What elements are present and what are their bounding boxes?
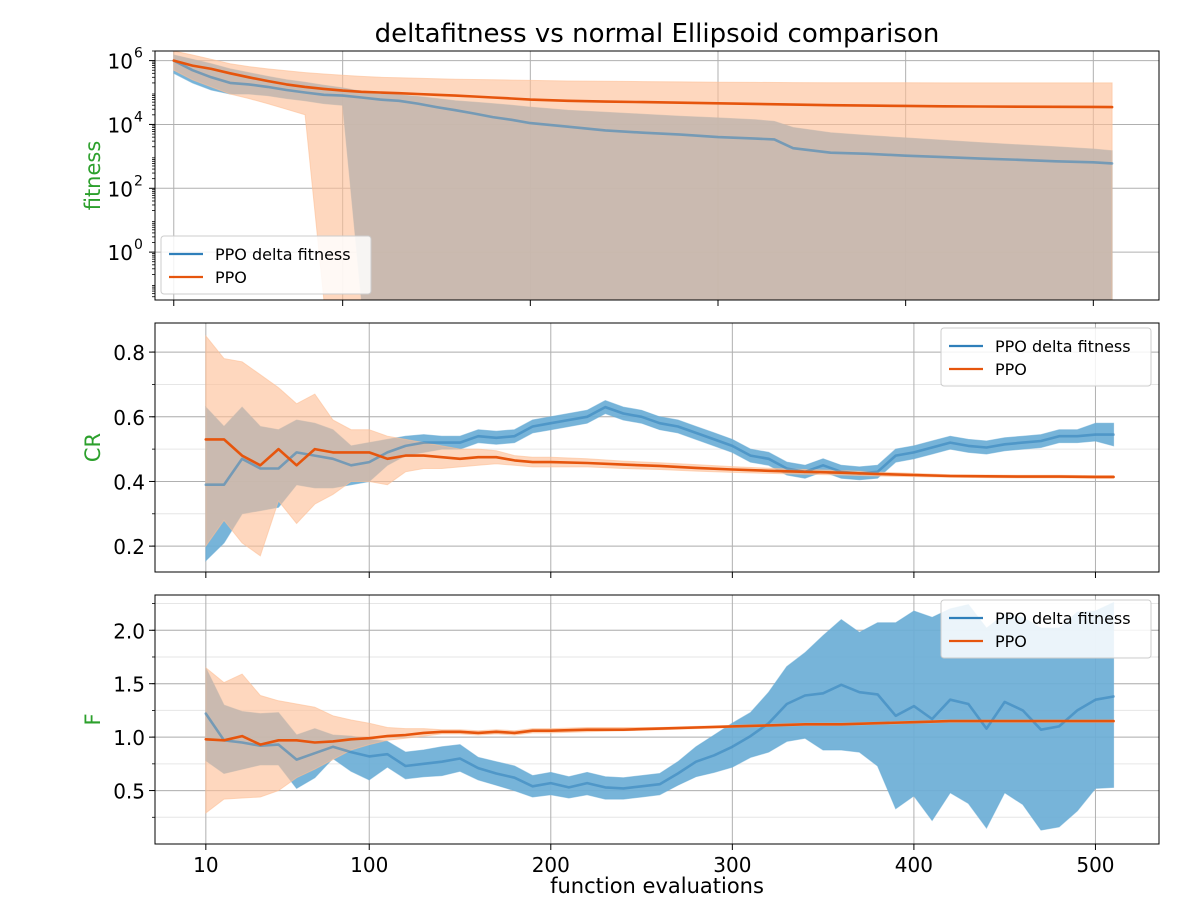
x-tick-label: 100 xyxy=(350,853,388,877)
y-ticks: 0.5 1.0 1.5 2.0 xyxy=(113,603,155,818)
y-tick-label: 10 xyxy=(108,50,133,74)
band-ppo xyxy=(173,51,1113,300)
legend-box xyxy=(160,235,372,295)
y-tick-exponent: 6 xyxy=(134,46,143,62)
plot-area xyxy=(204,334,1115,562)
legend-label: PPO delta fitness xyxy=(215,245,351,264)
x-tick-label: 300 xyxy=(713,853,751,877)
y-tick-label: 0.5 xyxy=(113,780,145,804)
band-ppo-delta-fitness xyxy=(205,400,1115,562)
legend: PPO delta fitness PPO xyxy=(940,599,1152,659)
y-axis-label: F xyxy=(81,713,105,725)
legend-box xyxy=(940,327,1152,387)
legend-label: PPO xyxy=(995,360,1027,379)
y-tick-label: 2.0 xyxy=(113,619,145,643)
axes-frame xyxy=(154,50,1160,301)
x-tick-label: 500 xyxy=(1076,853,1114,877)
series-line-ppo-delta-fitness xyxy=(172,59,1114,165)
legend-label: PPO delta fitness xyxy=(995,609,1131,628)
y-tick-label: 10 xyxy=(108,241,133,265)
x-tick-label: 200 xyxy=(532,853,570,877)
series-line-ppo xyxy=(204,719,1115,746)
axes-frame xyxy=(154,594,1160,845)
y-tick-label: 0.6 xyxy=(113,406,145,430)
figure-title: deltafitness vs normal Ellipsoid compari… xyxy=(375,19,940,49)
y-tick-label: 10 xyxy=(108,177,133,201)
legend: PPO delta fitness PPO xyxy=(940,327,1152,387)
legend-label: PPO delta fitness xyxy=(995,337,1131,356)
y-tick-label: 1.5 xyxy=(113,673,145,697)
series-line-ppo-delta-fitness xyxy=(204,683,1115,790)
series-line-ppo xyxy=(172,59,1114,109)
y-tick-exponent: 4 xyxy=(134,109,143,125)
plot-area xyxy=(172,51,1114,300)
plot-area xyxy=(204,601,1115,831)
x-tick-label: 400 xyxy=(895,853,933,877)
y-axis-label: CR xyxy=(81,433,105,462)
x-ticks xyxy=(173,300,1094,306)
y-tick-exponent: 2 xyxy=(134,173,143,189)
legend-label: PPO xyxy=(215,268,247,287)
y-ticks: 0.2 0.4 0.6 0.8 xyxy=(113,341,155,559)
x-ticks xyxy=(205,572,1096,578)
series-line-ppo xyxy=(204,438,1115,479)
x-axis-label: function evaluations xyxy=(550,874,764,898)
x-tick-label: 10 xyxy=(193,853,218,877)
y-tick-label: 1.0 xyxy=(113,726,145,750)
legend: PPO delta fitness PPO xyxy=(160,235,372,295)
legend-label: PPO xyxy=(995,632,1027,651)
legend-box xyxy=(940,599,1152,659)
series-line-ppo-delta-fitness xyxy=(204,405,1115,487)
y-tick-label: 0.8 xyxy=(113,341,145,365)
y-tick-label: 10 xyxy=(108,113,133,137)
subplot-2: 0.2 0.4 0.6 0.8 CR PPO delta fitness PPO xyxy=(81,322,1160,578)
y-tick-label: 0.2 xyxy=(113,535,145,559)
subplot-3: 10 100 200 300 400 500 0.5 1.0 1.5 2.0 F PPO delta … xyxy=(81,594,1160,877)
y-tick-label: 0.4 xyxy=(113,470,145,494)
axes-frame xyxy=(154,322,1160,573)
y-tick-exponent: 0 xyxy=(134,237,143,253)
band-ppo-delta-fitness xyxy=(205,601,1115,831)
y-axis-label: fitness xyxy=(81,141,105,211)
x-ticks: 10 100 200 300 400 500 xyxy=(193,844,1115,877)
